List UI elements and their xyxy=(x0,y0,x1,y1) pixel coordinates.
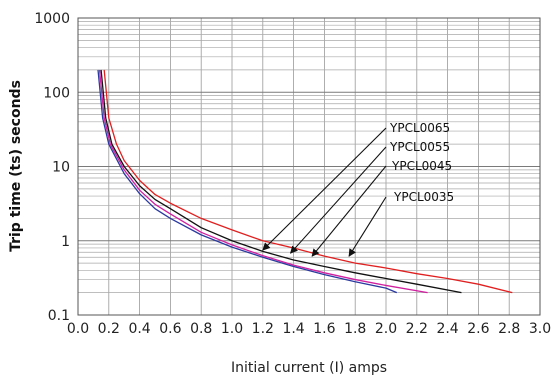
x-tick-label: 0.4 xyxy=(128,321,150,337)
x-tick-label: 2.6 xyxy=(467,321,489,337)
x-tick-label: 2.8 xyxy=(498,321,520,337)
x-tick-label: 0.6 xyxy=(159,321,181,337)
y-axis-title: Trip time (ts) seconds xyxy=(8,80,24,252)
annotation-label: YPCL0035 xyxy=(393,190,454,204)
x-tick-label: 2.2 xyxy=(406,321,428,337)
annotation-label: YPCL0065 xyxy=(389,121,450,135)
tick-labels: 0.0 0.2 0.4 0.6 0.8 1.0 1.2 1.4 1.6 1.8 2.0 2.2 2.4 2… xyxy=(34,11,551,337)
series-line-ypcl0045 xyxy=(98,69,428,294)
x-tick-label: 3.0 xyxy=(529,321,551,337)
y-tick-label: 100 xyxy=(43,85,70,101)
grid xyxy=(77,17,541,316)
series-line-ypcl0065 xyxy=(103,69,513,294)
series-layer xyxy=(97,69,513,294)
series-line-ypcl0035 xyxy=(97,69,398,294)
x-tick-label: 1.0 xyxy=(221,321,243,337)
annotation-label: YPCL0055 xyxy=(389,140,450,154)
x-tick-label: 2.0 xyxy=(375,321,397,337)
y-tick-label: 10 xyxy=(52,160,70,176)
x-tick-label: 2.4 xyxy=(436,321,458,337)
x-tick-label: 0.8 xyxy=(190,321,212,337)
x-tick-label: 1.8 xyxy=(344,321,366,337)
annotation-layer: YPCL0065 YPCL0055 YPCL0045 YPCL0035 xyxy=(262,121,454,257)
x-axis-title: Initial current (I) amps xyxy=(231,360,387,376)
x-tick-label: 1.4 xyxy=(282,321,304,337)
annotation-arrow xyxy=(262,127,387,251)
y-tick-label: 1 xyxy=(61,234,70,250)
annotation-arrow xyxy=(290,146,387,254)
plot-frame xyxy=(77,17,541,316)
x-tick-label: 0.2 xyxy=(98,321,120,337)
x-tick-label: 1.2 xyxy=(252,321,274,337)
annotation-label: YPCL0045 xyxy=(391,159,452,173)
annotation-arrow xyxy=(311,165,387,257)
annotation-arrow xyxy=(348,196,387,257)
y-tick-label: 0.1 xyxy=(48,308,70,324)
y-tick-label: 1000 xyxy=(34,11,70,27)
x-tick-label: 1.6 xyxy=(313,321,335,337)
series-line-ypcl0055 xyxy=(100,69,462,294)
x-tick-label: 0.0 xyxy=(67,321,89,337)
